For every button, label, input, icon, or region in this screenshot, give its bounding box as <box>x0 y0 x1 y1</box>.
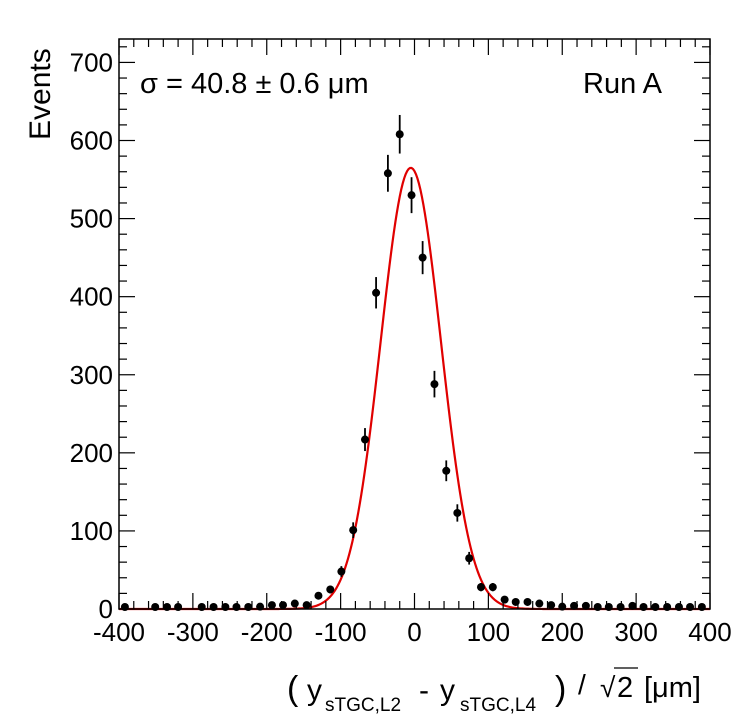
data-point <box>407 191 416 200</box>
data-point <box>674 603 683 611</box>
data-point <box>383 169 392 178</box>
y-tick-label: 600 <box>70 126 113 156</box>
y-axis-label: Events <box>24 48 57 140</box>
data-point <box>232 603 241 611</box>
data-point <box>442 466 451 475</box>
data-point <box>279 601 288 610</box>
x-tick-label: -100 <box>315 617 367 647</box>
x-label-sub2: sTGC,L4 <box>460 695 536 716</box>
data-point <box>500 595 509 604</box>
sigma-annotation: σ = 40.8 ± 0.6 μm <box>140 68 369 100</box>
x-tick-label: -200 <box>241 617 293 647</box>
data-point <box>314 591 323 600</box>
data-point <box>361 435 370 444</box>
data-point <box>593 603 602 611</box>
x-label-sub1: sTGC,L2 <box>325 695 401 716</box>
data-point <box>302 601 311 610</box>
data-point <box>151 603 160 611</box>
data-point <box>547 601 556 610</box>
x-label-y1: y <box>307 674 322 707</box>
data-point <box>639 603 648 611</box>
y-tick-label: 500 <box>70 204 113 234</box>
y-tick-label: 400 <box>70 282 113 312</box>
ticks-layer: -400 -300 -200 -100 0 100 200 300 400 0 100 200 300 4… <box>70 39 732 647</box>
data-point <box>628 601 637 610</box>
data-point <box>465 554 474 563</box>
x-label-slash: / <box>578 669 586 700</box>
y-tick-label: 100 <box>70 516 113 546</box>
y-tick-label: 300 <box>70 360 113 390</box>
run-annotation: Run A <box>583 68 663 100</box>
data-point <box>337 567 346 576</box>
x-tick-label: 0 <box>407 617 421 647</box>
x-tick-label: 100 <box>467 617 510 647</box>
x-tick-label: 400 <box>688 617 731 647</box>
x-label-y2: y <box>440 674 455 707</box>
data-point <box>290 599 299 608</box>
data-point <box>267 601 276 610</box>
x-tick-label: 300 <box>614 617 657 647</box>
x-label-sqrt-arg: 2 <box>617 672 633 704</box>
data-point <box>395 130 404 139</box>
data-point <box>197 603 206 611</box>
data-point <box>209 603 218 611</box>
data-point <box>651 603 660 611</box>
x-label-minus: - <box>419 674 429 707</box>
data-point <box>163 603 172 611</box>
x-tick-label: -400 <box>93 617 145 647</box>
data-point <box>244 603 253 611</box>
y-tick-label: 700 <box>70 47 113 77</box>
x-axis-label: ( y sTGC,L2 - y sTGC,L4 ) / √ 2 [μm] <box>287 667 701 716</box>
x-label-sqrt-sign: √ <box>600 672 616 703</box>
data-point <box>570 601 579 610</box>
data-point <box>430 380 439 389</box>
data-point <box>686 603 695 611</box>
y-tick-label: 200 <box>70 438 113 468</box>
data-point <box>418 253 427 262</box>
data-point <box>581 601 590 610</box>
x-tick-label: -300 <box>167 617 219 647</box>
x-label-close-paren: ) <box>555 670 566 708</box>
data-point <box>453 508 462 517</box>
data-point <box>616 603 625 611</box>
data-point <box>372 288 381 297</box>
data-point <box>349 526 358 535</box>
data-point <box>663 603 672 611</box>
x-tick-label: 200 <box>541 617 584 647</box>
y-tick-label: 0 <box>99 594 113 624</box>
data-point <box>120 603 129 611</box>
data-point <box>697 603 706 611</box>
data-point <box>488 583 497 592</box>
data-point <box>535 599 544 608</box>
data-point <box>326 585 335 594</box>
data-point <box>523 597 532 606</box>
data-point <box>476 583 485 592</box>
x-label-open-paren: ( <box>287 670 299 708</box>
x-label-unit: [μm] <box>644 672 701 704</box>
